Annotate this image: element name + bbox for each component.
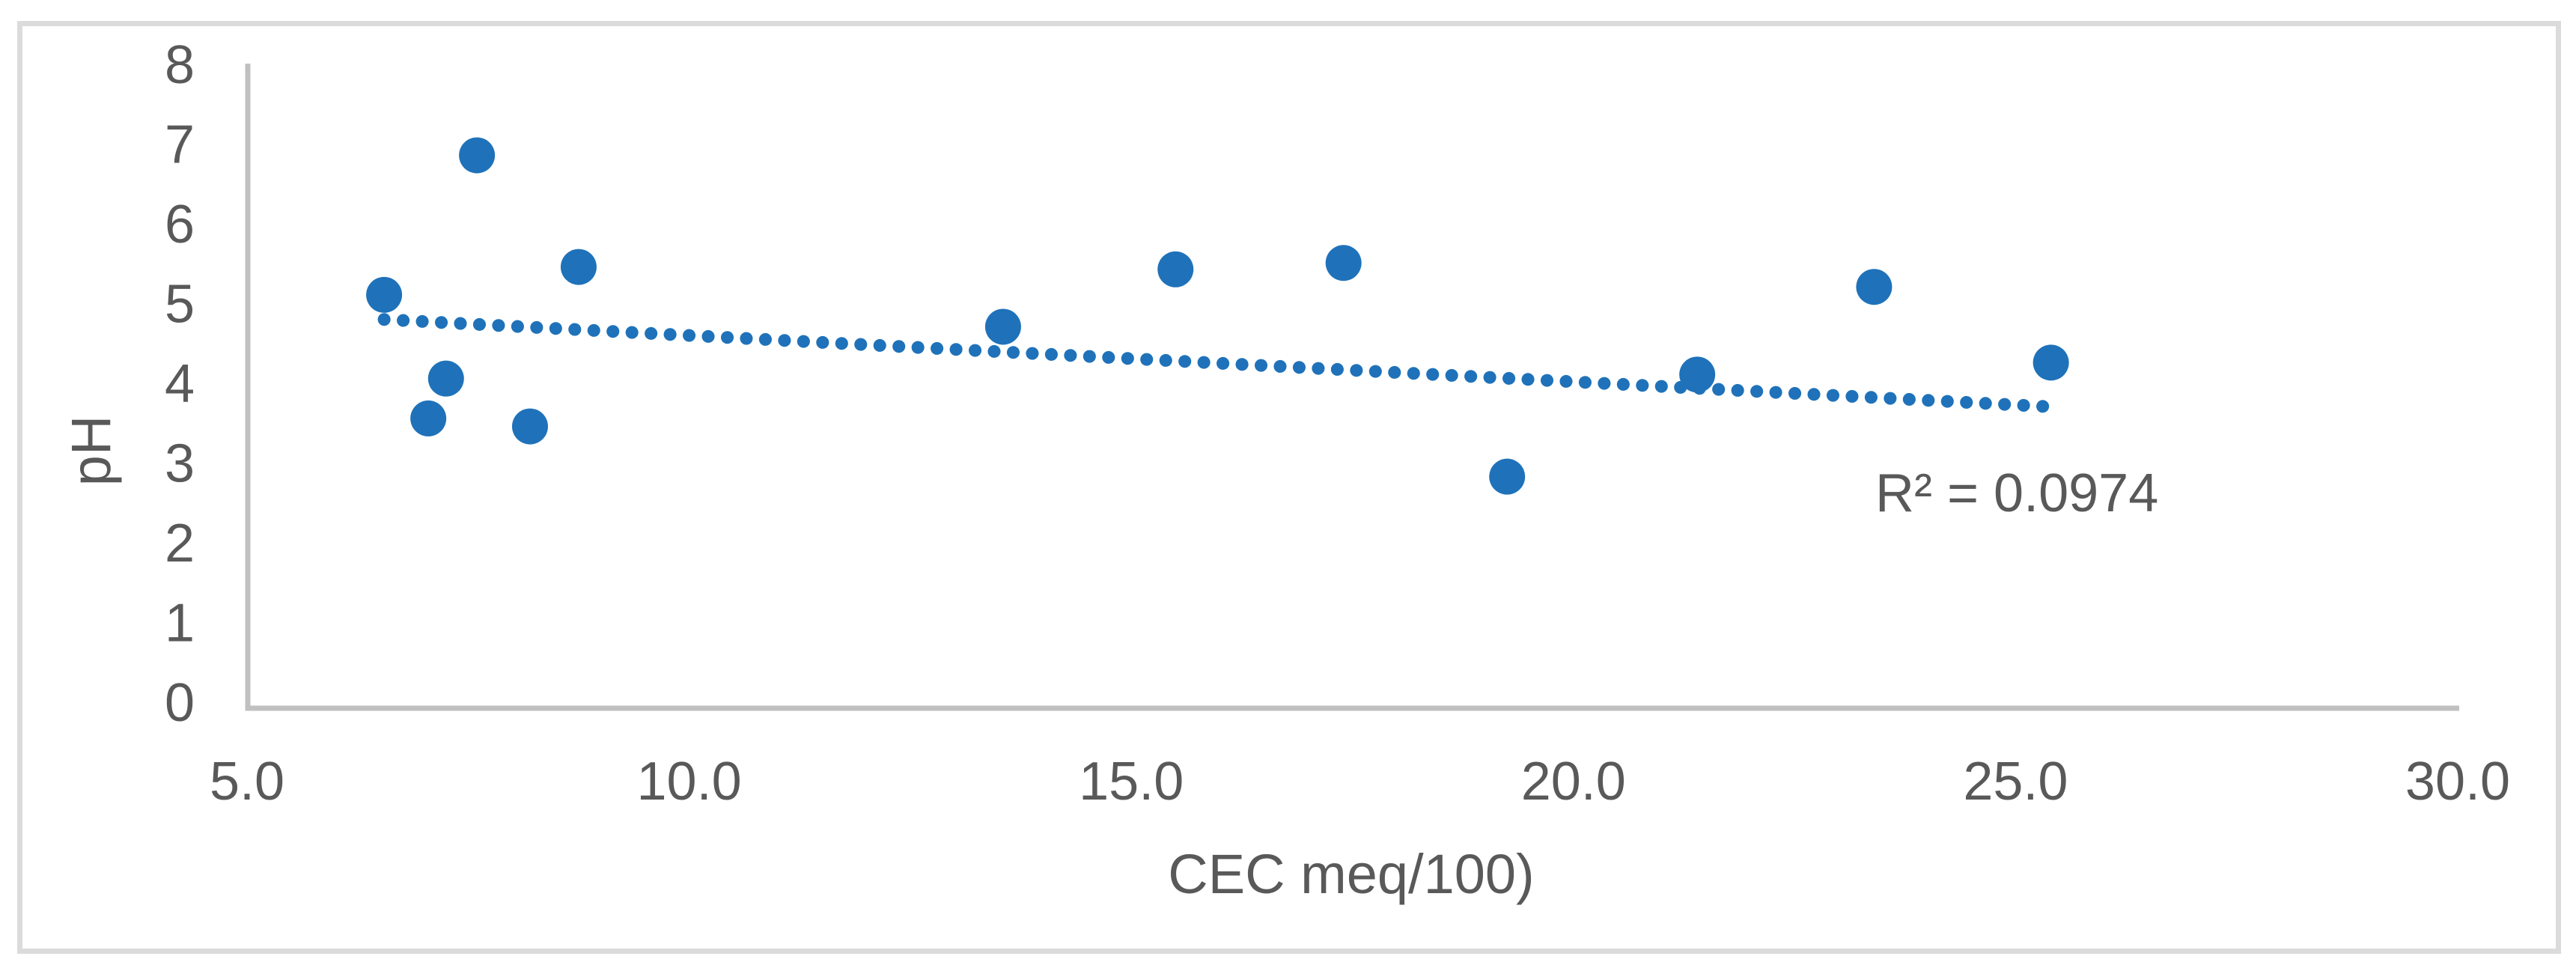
y-tick-label: 5 bbox=[165, 275, 195, 335]
y-tick-label: 3 bbox=[165, 434, 195, 494]
data-point bbox=[427, 360, 464, 397]
x-tick-label: 30.0 bbox=[2405, 752, 2510, 812]
data-point bbox=[366, 276, 403, 313]
x-axis-title: CEC meq/100) bbox=[1168, 843, 1534, 905]
y-tick-label: 0 bbox=[165, 673, 195, 733]
data-point bbox=[1489, 458, 1526, 495]
data-point bbox=[511, 408, 548, 445]
y-tick-label: 4 bbox=[165, 354, 195, 414]
data-point bbox=[1325, 245, 1362, 281]
data-point bbox=[560, 249, 597, 285]
x-tick-label: 5.0 bbox=[210, 752, 284, 812]
data-point bbox=[459, 137, 496, 174]
x-tick-label: 25.0 bbox=[1963, 752, 2068, 812]
y-axis-title: pH bbox=[60, 416, 122, 487]
data-point bbox=[1679, 356, 1716, 393]
data-point bbox=[2033, 344, 2069, 381]
chart-frame bbox=[17, 21, 2561, 954]
y-tick-label: 2 bbox=[165, 514, 195, 573]
r-squared-annotation: R² = 0.0974 bbox=[1875, 463, 2158, 523]
data-point bbox=[1157, 251, 1194, 287]
trendline bbox=[377, 313, 2056, 413]
y-tick-label: 1 bbox=[165, 594, 195, 654]
data-point bbox=[410, 400, 447, 436]
y-tick-label: 6 bbox=[165, 195, 195, 255]
x-tick-label: 10.0 bbox=[637, 752, 742, 812]
y-tick-label: 7 bbox=[165, 115, 195, 175]
x-tick-label: 20.0 bbox=[1521, 752, 1626, 812]
chart-elements: 0 1 2 3 4 5 6 7 8 5.0 10.0 15.0 20.0 25.0 30.0 bbox=[165, 35, 2510, 812]
x-tick-label: 15.0 bbox=[1079, 752, 1184, 812]
data-point bbox=[984, 308, 1021, 345]
y-tick-label: 8 bbox=[165, 35, 195, 95]
data-point bbox=[1856, 269, 1893, 305]
